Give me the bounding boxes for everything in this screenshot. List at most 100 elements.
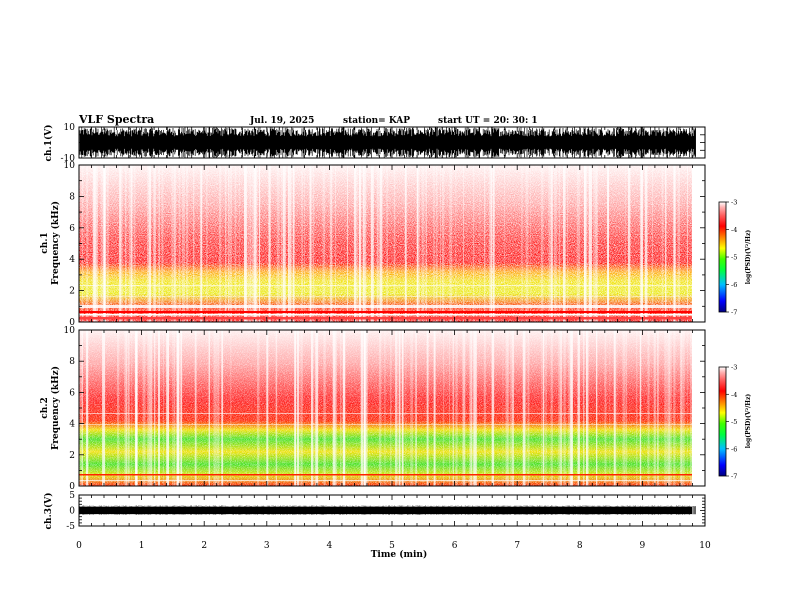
start-time-label: start UT = 20: 30: 1 bbox=[438, 116, 538, 126]
spectrogram-streak bbox=[311, 165, 312, 322]
spectrogram-streak bbox=[426, 330, 428, 486]
ch1-spectrogram-grain bbox=[79, 165, 692, 322]
spectrogram-streak bbox=[161, 165, 164, 322]
spectrogram-streak bbox=[510, 330, 514, 486]
spectrogram-streak bbox=[691, 165, 695, 322]
ch1-channel-label: ch.1 bbox=[40, 232, 50, 253]
spectrogram-streak bbox=[687, 330, 688, 486]
spectrogram-streak bbox=[95, 165, 98, 322]
spectrogram-streak bbox=[402, 330, 404, 486]
spectrogram-streak bbox=[548, 165, 551, 322]
spectrogram-streak bbox=[673, 330, 676, 486]
ch1-colorbar-scale bbox=[718, 201, 727, 313]
spectrogram-streak bbox=[571, 330, 573, 486]
spectrogram-streak bbox=[158, 165, 160, 322]
spectrogram-streak bbox=[102, 330, 106, 486]
spectrogram-streak bbox=[473, 330, 475, 486]
ch2-colorbar-scale bbox=[718, 366, 727, 477]
x-tick-label: 2 bbox=[201, 541, 207, 551]
spectrogram-streak bbox=[258, 165, 261, 322]
spectrogram-streak bbox=[639, 330, 642, 486]
spectrogram-streak bbox=[347, 165, 348, 322]
colorbar-tick-label: -6 bbox=[731, 445, 737, 453]
spectrogram-streak bbox=[398, 330, 401, 486]
spectrogram-streak bbox=[609, 330, 611, 486]
spectrogram-streak bbox=[417, 165, 420, 322]
spectrogram-streak bbox=[133, 165, 136, 322]
spectrogram-streak bbox=[314, 330, 316, 486]
spectrogram-streak bbox=[128, 165, 131, 322]
spectrogram-streak bbox=[395, 330, 397, 486]
spectrogram-streak bbox=[356, 165, 359, 322]
y-tick-label: -10 bbox=[61, 154, 76, 164]
spectrogram-streak bbox=[167, 330, 169, 486]
spectrogram-streak bbox=[283, 165, 286, 322]
spectrogram-streak bbox=[130, 165, 133, 322]
spectrogram-streak bbox=[149, 330, 153, 486]
spectrogram-streak bbox=[124, 330, 127, 486]
spectrogram-streak bbox=[362, 165, 365, 322]
spectrogram-streak bbox=[199, 165, 202, 322]
spectrogram-streak bbox=[401, 330, 404, 486]
spectrogram-streak bbox=[625, 330, 628, 486]
y-tick-label: 8 bbox=[69, 192, 75, 202]
spectrogram-streak bbox=[491, 330, 495, 486]
spectrogram-streak bbox=[290, 165, 292, 322]
y-tick-label: 4 bbox=[69, 420, 75, 430]
spectrogram-streak bbox=[479, 165, 481, 322]
spectrogram-streak bbox=[415, 330, 417, 486]
ch1-waveform-panel bbox=[78, 126, 706, 159]
x-tick-label: 8 bbox=[577, 541, 583, 551]
spectrogram-streak bbox=[194, 330, 196, 486]
spectrogram-streak bbox=[125, 165, 127, 322]
ch3-waveform-band bbox=[79, 507, 692, 514]
y-tick-label: 2 bbox=[69, 287, 75, 297]
spectrogram-streak bbox=[353, 165, 357, 322]
spectrogram-blank bbox=[695, 165, 705, 322]
spectrogram-streak bbox=[266, 330, 269, 486]
spectrogram-streak bbox=[102, 165, 106, 322]
spectrogram-streak bbox=[666, 330, 670, 486]
spectrogram-streak bbox=[583, 330, 585, 486]
spectrogram-streak bbox=[393, 165, 396, 322]
spectrogram-streak bbox=[121, 165, 123, 322]
x-tick-label: 4 bbox=[327, 541, 333, 551]
axis-ticks bbox=[78, 126, 706, 527]
spectrogram-streak bbox=[593, 165, 596, 322]
colorbar-tick-label: -7 bbox=[731, 309, 737, 317]
spectrogram-streak bbox=[268, 165, 271, 322]
spectrogram-streak bbox=[502, 330, 504, 486]
spectrogram-streak bbox=[563, 330, 566, 486]
spectrogram-streak bbox=[680, 330, 682, 486]
spectrogram-streak bbox=[275, 330, 277, 486]
spectrogram-streak bbox=[543, 330, 545, 486]
spectrogram-streak bbox=[636, 330, 638, 486]
spectrogram-streak bbox=[579, 165, 580, 322]
spectrogram-streak bbox=[363, 330, 365, 486]
spectrogram-streak bbox=[576, 165, 580, 322]
spectrogram-streak bbox=[253, 165, 257, 322]
spectrogram-streak bbox=[176, 330, 180, 486]
ch1-voltage-axis-label: ch.1(V) bbox=[43, 125, 54, 162]
spectrogram-streak bbox=[180, 330, 183, 486]
x-tick-label: 3 bbox=[264, 541, 270, 551]
spectrogram-streak bbox=[440, 165, 441, 322]
spectrogram-streak bbox=[371, 165, 374, 322]
spectrogram-streak bbox=[570, 330, 573, 486]
spectrogram-streak bbox=[640, 165, 643, 322]
spectrogram-streak bbox=[290, 165, 291, 322]
ch3-voltage-axis-label: ch.3(V) bbox=[43, 493, 54, 530]
spectrogram-streak bbox=[342, 330, 346, 486]
spectrogram-streak bbox=[522, 330, 526, 486]
y-tick-label: -5 bbox=[66, 522, 75, 532]
spectrogram-streak bbox=[558, 165, 561, 322]
spectrogram-streak bbox=[449, 330, 450, 486]
x-tick-label: 1 bbox=[139, 541, 145, 551]
spectrogram-streak bbox=[200, 165, 202, 322]
spectrogram-streak bbox=[690, 330, 693, 486]
spectrogram-streak bbox=[301, 165, 303, 322]
spectrogram-streak bbox=[589, 165, 592, 322]
spectrogram-streak bbox=[521, 165, 523, 322]
spectrogram-streak bbox=[244, 165, 247, 322]
spectrogram-streak bbox=[163, 330, 164, 486]
